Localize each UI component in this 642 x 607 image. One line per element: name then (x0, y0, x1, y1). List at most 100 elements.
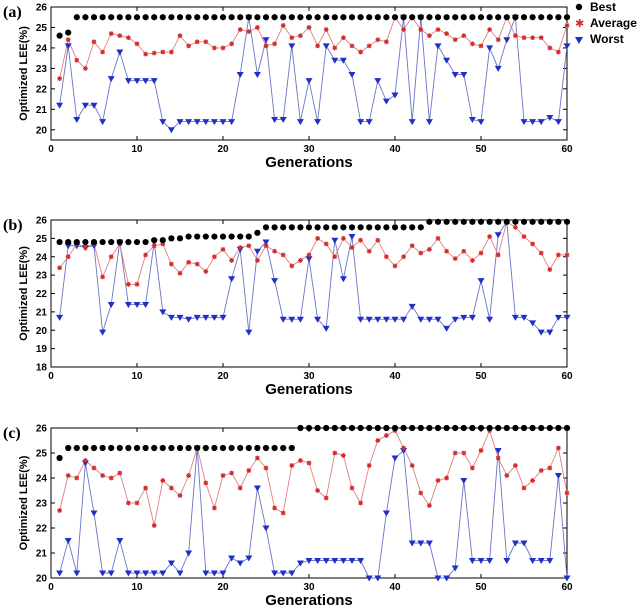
point-best (297, 424, 304, 432)
point-worst (503, 37, 511, 44)
point-worst (124, 570, 132, 577)
point-best (73, 238, 80, 246)
point-average (418, 27, 424, 32)
point-average (452, 256, 458, 261)
point-average (229, 470, 234, 476)
point-best (520, 218, 528, 225)
point-best (116, 444, 123, 452)
point-average (478, 448, 484, 453)
point-best (348, 424, 356, 432)
point-average (375, 438, 381, 443)
point-worst (460, 478, 468, 484)
point-best (460, 14, 467, 21)
point-best (297, 224, 304, 231)
point-best (254, 444, 261, 452)
point-best (426, 218, 433, 225)
point-best (159, 444, 166, 452)
point-best (495, 218, 502, 225)
point-worst (546, 329, 554, 336)
point-best (366, 224, 373, 231)
x-tick-label: 60 (561, 144, 573, 155)
point-average (521, 35, 527, 41)
y-tick-label: 25 (36, 23, 48, 34)
point-worst (486, 316, 494, 323)
point-worst (142, 78, 150, 85)
point-best (314, 224, 321, 231)
point-average (461, 248, 467, 254)
point-average (255, 25, 260, 30)
point-worst (529, 558, 537, 564)
point-best (469, 14, 476, 21)
point-average (478, 250, 484, 256)
point-best (529, 218, 536, 225)
point-average (229, 258, 234, 263)
point-best (271, 444, 278, 452)
point-average (186, 43, 191, 49)
point-best (340, 14, 347, 21)
y-tick-label: 26 (36, 3, 48, 14)
point-worst (382, 316, 390, 323)
point-best (65, 238, 72, 246)
point-worst (245, 329, 253, 336)
point-best (486, 424, 493, 432)
point-average (495, 252, 501, 258)
point-worst (219, 314, 227, 321)
point-average (237, 27, 243, 32)
point-worst (202, 570, 210, 577)
point-best (108, 238, 115, 246)
point-worst (468, 558, 476, 564)
point-average (194, 261, 200, 267)
point-average (564, 252, 570, 258)
point-worst (443, 325, 451, 332)
point-best (400, 224, 407, 231)
x-tick-label: 40 (389, 371, 401, 382)
point-worst (56, 570, 64, 577)
point-worst (133, 302, 141, 309)
point-average (143, 252, 148, 258)
point-worst (288, 316, 296, 323)
point-worst (64, 43, 72, 50)
point-worst (305, 78, 313, 85)
point-worst (176, 314, 184, 321)
point-average (108, 31, 114, 36)
y-tick-label: 21 (36, 105, 48, 116)
point-worst (331, 558, 339, 564)
point-best (546, 424, 553, 432)
point-best (383, 14, 390, 21)
point-worst (322, 325, 330, 332)
point-best (555, 424, 562, 432)
point-worst (159, 119, 167, 126)
point-best (90, 14, 98, 21)
y-axis-label: Optimized LEE(%) (18, 26, 30, 121)
point-best (159, 14, 166, 21)
point-worst (185, 550, 193, 557)
point-best (452, 424, 459, 432)
point-average (384, 254, 389, 260)
point-worst (563, 43, 571, 50)
point-best (133, 14, 141, 21)
point-worst (331, 237, 339, 244)
point-worst (193, 314, 201, 321)
point-best (374, 14, 381, 21)
point-worst (193, 119, 201, 126)
point-average (212, 45, 217, 51)
point-worst (477, 119, 485, 126)
point-worst (288, 570, 296, 577)
point-average (203, 480, 209, 486)
point-worst (408, 303, 416, 310)
point-best (245, 233, 252, 240)
point-best (56, 32, 63, 39)
point-best (305, 224, 313, 231)
point-best (357, 224, 364, 231)
point-average (306, 25, 312, 30)
point-average (298, 458, 303, 463)
point-worst (167, 314, 175, 321)
point-best (348, 14, 356, 21)
point-average (538, 35, 544, 41)
point-average (358, 237, 363, 243)
point-worst (520, 314, 528, 321)
point-average (263, 243, 269, 249)
point-average (65, 37, 71, 43)
point-worst (425, 119, 433, 126)
point-worst (339, 276, 347, 283)
